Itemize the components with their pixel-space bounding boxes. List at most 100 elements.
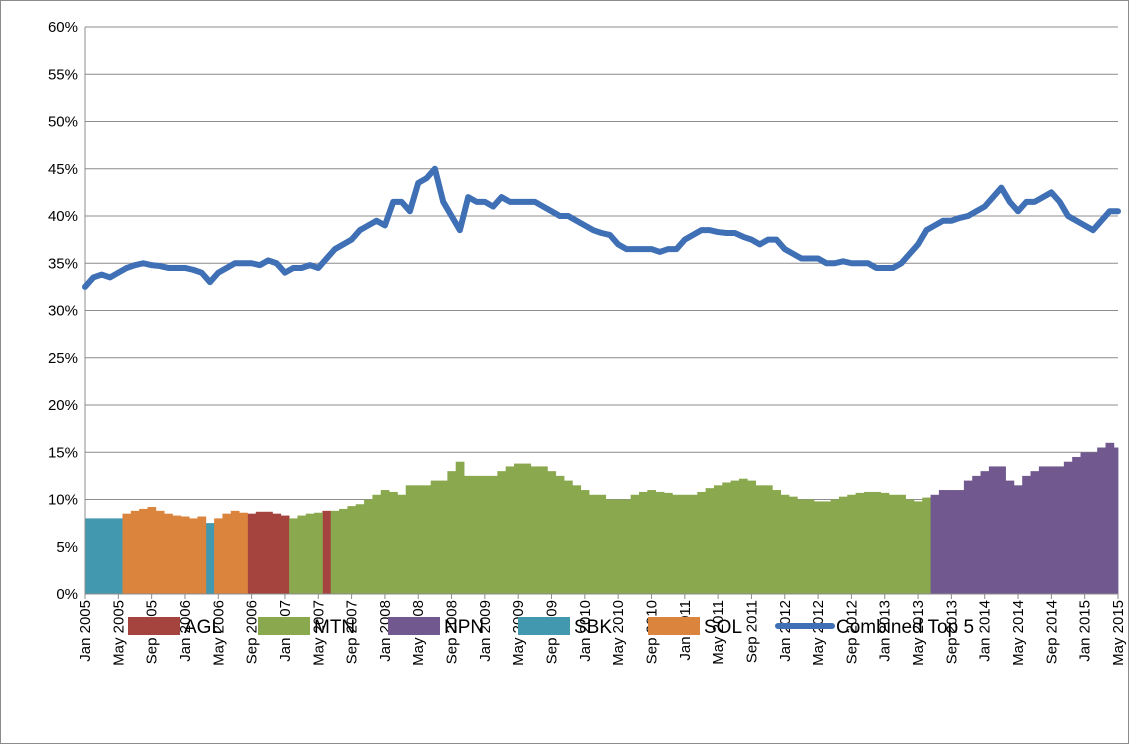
area-segment (589, 494, 598, 594)
area-segment (655, 491, 665, 594)
x-tick-label: Jan 2012 (777, 600, 794, 662)
x-tick-label: Jan 2005 (77, 600, 94, 662)
area-segment (1055, 466, 1065, 594)
legend-label: AGL (184, 617, 222, 638)
legend-label: MTN (314, 617, 355, 638)
x-tick-label: Sep 2012 (843, 600, 860, 664)
area-segment (314, 512, 323, 594)
area-segment (422, 485, 432, 594)
area-segment (580, 490, 590, 594)
x-tick-label: Jan 2008 (377, 600, 394, 662)
x-tick-label: May 2006 (210, 600, 227, 666)
legend-label: Combined Top 5 (836, 617, 974, 638)
area-segment (380, 490, 390, 594)
y-tick-label: 40% (48, 208, 78, 225)
area-segment (1030, 471, 1040, 594)
legend-swatch (258, 617, 310, 635)
y-tick-label: 30% (48, 303, 78, 320)
area-segment (755, 485, 765, 594)
area-segment (97, 518, 107, 594)
area-segment (905, 499, 915, 594)
y-tick-label: 20% (48, 397, 78, 414)
x-tick-label: May 2012 (810, 600, 827, 666)
area-segment (155, 510, 165, 594)
y-tick-label: 55% (48, 66, 78, 83)
area-segment (330, 510, 340, 594)
y-tick-label: 60% (48, 19, 78, 36)
area-segment (339, 508, 348, 594)
x-tick-label: Jan 2014 (977, 600, 994, 662)
area-segment (197, 516, 207, 594)
legend-swatch (128, 617, 180, 635)
area-segment (663, 492, 673, 594)
area-segment (947, 490, 956, 594)
area-segment (680, 494, 690, 594)
x-tick-label: May 2007 (310, 600, 327, 666)
area-segment (938, 490, 948, 594)
area-segment (205, 523, 215, 594)
area-segment (89, 518, 98, 594)
area-segment (522, 463, 532, 594)
area-segment (505, 466, 515, 594)
area-segment (130, 510, 140, 594)
area-segment (1005, 480, 1015, 594)
area-segment (1080, 452, 1090, 594)
area-segment (214, 518, 223, 594)
y-tick-label: 50% (48, 114, 78, 131)
line-series (82, 165, 1121, 290)
area-segment (572, 485, 582, 594)
area-segment (822, 501, 831, 594)
area-segment (114, 518, 123, 594)
area-segment (805, 499, 815, 594)
area-segment (539, 466, 548, 594)
x-tick-label: May 2013 (910, 600, 927, 666)
area-segment (85, 518, 90, 594)
area-segment (863, 491, 873, 594)
area-segment (688, 494, 698, 594)
x-tick-label: Sep 2014 (1043, 600, 1060, 664)
area-segment (405, 485, 415, 594)
area-segment (364, 499, 373, 594)
area-segment (280, 515, 290, 594)
area-segment (613, 499, 623, 594)
area-segment (888, 494, 898, 594)
legend-label: SOL (704, 617, 742, 638)
area-segment (464, 475, 473, 594)
area-segment (830, 499, 840, 594)
area-segment (930, 494, 940, 594)
x-tick-label: Sep 2013 (943, 600, 960, 664)
y-tick-label: 0% (56, 586, 78, 603)
area-segment (838, 496, 848, 594)
area-segment (489, 475, 498, 594)
area-segment (597, 494, 607, 594)
area-segment (1013, 485, 1023, 594)
area-segment (780, 494, 790, 594)
area-segment (980, 471, 990, 594)
area-segment (647, 490, 657, 594)
area-segment (555, 475, 565, 594)
area-segment (530, 466, 540, 594)
area-segment (638, 491, 648, 594)
area-segment (747, 480, 757, 594)
area-segment (139, 508, 148, 594)
x-tick-label: May 2005 (110, 600, 127, 666)
legend-swatch (388, 617, 440, 635)
area-segment (514, 463, 523, 594)
area-segment (322, 510, 332, 594)
area-segment (272, 513, 282, 594)
legend-label: NPN (444, 617, 484, 638)
area-segment (247, 513, 257, 594)
x-tick-label: May 2014 (1010, 600, 1027, 666)
area-segment (622, 499, 632, 594)
area-segment (1063, 461, 1073, 594)
legend-swatch (518, 617, 570, 635)
y-tick-label: 25% (48, 350, 78, 367)
x-tick-label: Jan 2009 (477, 600, 494, 662)
area-segment (605, 499, 615, 594)
area-segment (239, 512, 248, 594)
area-segment (397, 494, 407, 594)
area-segment (813, 501, 823, 594)
area-segment (730, 480, 740, 594)
area-segment (439, 480, 448, 594)
